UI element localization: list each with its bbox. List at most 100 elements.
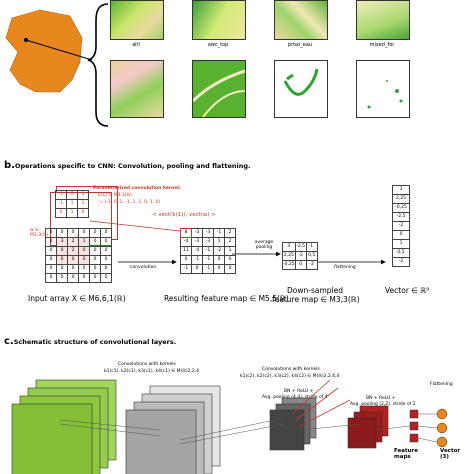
vector-cell: 0: [392, 230, 410, 240]
france-shape: [5, 9, 83, 93]
feature-cell: 0: [213, 264, 225, 274]
kernel-cell: 0: [77, 208, 89, 218]
bn2-label: BN + ReLU +: [366, 396, 396, 401]
conv2-label-2: k1(c2), k2(c2), k3(c2), k4(c2) ∈ M(ℝ)2,2…: [240, 374, 340, 379]
pooled-cell: -0,25: [282, 260, 296, 270]
feature-cell: 0: [213, 255, 225, 265]
feature-cell: 0: [191, 264, 203, 274]
feature-cell: 8: [180, 228, 192, 238]
vector-cell: -2: [392, 221, 410, 231]
feature-maps-small: [409, 409, 419, 443]
feature-cell: 2: [224, 228, 236, 238]
feature-cell: 0: [224, 255, 236, 265]
thumb-label: proxi_eau: [287, 42, 313, 48]
red-kernel-lines: [291, 379, 351, 427]
thumb-landcover-2: [192, 60, 246, 118]
vector-column: 3 2,25 -0,25 -2,5 -2 0 1 0,5 -2: [392, 185, 410, 267]
kernel-vec: := (-1, 0, 1, -1, 1, 1, 0, 1, 0): [98, 200, 161, 205]
darkgrey-pool-stack: [269, 397, 317, 451]
feature-cell: -3: [202, 237, 214, 247]
vector-cell: 2,25: [392, 194, 410, 204]
thumb-landcover-4: [356, 60, 410, 118]
input-cell: 0: [100, 273, 112, 283]
conv1-label-2: k1(c1), k2(c1), k3(c1), k4(c1) ∈ M(ℝ)2,2…: [104, 369, 200, 374]
vector-cell: 3: [392, 185, 410, 195]
flattening-c-label: Flattening: [430, 382, 453, 387]
feature-cell: -4: [180, 237, 192, 247]
output-vector-circles: [436, 408, 448, 448]
pool1-label: Avg. pooling (4,4), stride of 4: [262, 395, 328, 400]
caption-feature: Resulting feature map ∈ M5,5(ℝ): [164, 294, 289, 303]
green-input-stack: [11, 379, 117, 474]
darkred-stack: [347, 405, 389, 449]
vector-cell: 0,5: [392, 248, 410, 258]
pooled-cell: 2,25: [282, 251, 296, 261]
pooled-cell: -2: [305, 260, 318, 270]
france-map: [5, 3, 109, 127]
feature-cell: -1: [202, 246, 214, 256]
feature-cell: 0: [180, 255, 192, 265]
thumb-mixed-for: [356, 0, 410, 40]
thumb-landcover-3: [274, 60, 328, 118]
pooling-label: average pooling: [254, 240, 274, 250]
thumb-label: awc_top: [207, 42, 229, 48]
bn1-label: BN + ReLU +: [284, 389, 314, 394]
feature-cell: -1: [202, 255, 214, 265]
feature-cell: -1: [213, 228, 225, 238]
dot-product-label: < vect(k(1)), vect(w) >: [152, 212, 216, 218]
vector-cell: -2: [392, 257, 410, 267]
feature-cell: -1: [191, 255, 203, 265]
kernel-link-line: [89, 220, 181, 232]
kernel-title: Parameterized convolution kernel:: [93, 186, 181, 191]
connection-lines: [59, 413, 438, 445]
feature-cell: -3: [191, 228, 203, 238]
flattening-label: flattening: [334, 265, 356, 270]
pooled-cell: 0: [294, 260, 307, 270]
feature-cell: 2: [224, 237, 236, 247]
grey-conv-stack: [125, 385, 221, 474]
conv2-label-1: Convolutions with kernels: [262, 367, 320, 372]
caption-pooled-2: feature map ∈ M3,3(ℝ): [272, 295, 360, 304]
pooled-cell: 0,5: [305, 251, 318, 261]
brace-icon: [87, 3, 109, 127]
feature-cell: -4: [191, 246, 203, 256]
feature-cell: 1: [224, 246, 236, 256]
caption-vector: Vector ∈ ℝ⁹: [385, 286, 430, 295]
kernel-side-label: w ∈ M3,3(ℝ): [30, 228, 49, 238]
convolution-label: convolution: [130, 265, 157, 270]
feature-maps-label: Feature maps: [394, 448, 418, 460]
vector-cell: -0,25: [392, 203, 410, 213]
thumb-label: alti: [132, 42, 140, 48]
feature-cell: -3: [191, 237, 203, 247]
thumb-landcover-1: [110, 60, 164, 118]
pooled-cell: 3: [282, 242, 296, 252]
conv1-label-1: Convolutions with kernels: [118, 362, 176, 367]
feature-grid: 8 -3 -3 -1 2 -4 -3 -3 1 2 11 -4 -1 -2 1 0 -1 -1 0 0 -1 0 -1 0 0: [180, 228, 236, 274]
section-b-title: b.Operations specific to CNN: Convolutio…: [4, 160, 251, 171]
section-b-title-text: Operations specific to CNN: Convolution,…: [14, 162, 251, 170]
caption-pooled-1: Down-sampled: [287, 286, 343, 295]
feature-cell: 11: [180, 246, 192, 256]
vector-c-label: Vector (3): [440, 448, 461, 460]
thumb-proxi-eau: [274, 0, 328, 40]
vector-cell: -2,5: [392, 212, 410, 222]
pooled-cell: -2: [294, 251, 307, 261]
feature-cell: 1: [213, 237, 225, 247]
section-c-title-text: Schematic structure of convolutional lay…: [13, 338, 177, 346]
kernel-def: k(1) ∈ M3,3(ℝ): [98, 193, 132, 198]
feature-cell: -3: [202, 228, 214, 238]
pooled-cell: -2,5: [294, 242, 307, 252]
caption-input: Input array X ∈ M6,6,1(ℝ): [28, 294, 126, 303]
feature-cell: 0: [224, 264, 236, 274]
section-c-letter: c.: [4, 336, 14, 347]
vector-cell: 1: [392, 239, 410, 249]
pooled-cell: 1: [305, 242, 318, 252]
feature-cell: -1: [180, 264, 192, 274]
section-b-letter: b.: [4, 160, 15, 171]
thumb-alti: [110, 0, 164, 40]
thumb-awc-top: [192, 0, 246, 40]
pooled-grid: 3 -2,5 1 2,25 -2 0,5 -0,25 0 -2: [282, 242, 318, 270]
section-c-title: c.Schematic structure of convolutional l…: [4, 336, 176, 347]
